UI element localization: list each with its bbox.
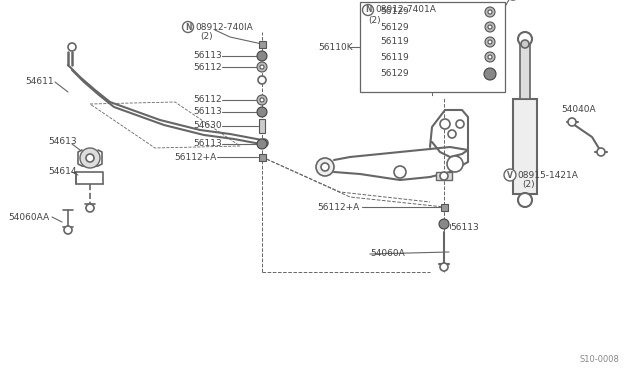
Bar <box>513 99 537 194</box>
Text: 54060AA: 54060AA <box>8 212 49 221</box>
Text: 54060A: 54060A <box>370 250 404 259</box>
Text: (2): (2) <box>368 16 381 25</box>
Text: 56113: 56113 <box>193 51 222 61</box>
Bar <box>360 2 505 92</box>
Text: 56113: 56113 <box>193 108 222 116</box>
Text: 56129: 56129 <box>380 7 408 16</box>
Circle shape <box>488 25 492 29</box>
Bar <box>520 44 530 99</box>
Circle shape <box>447 156 463 172</box>
Circle shape <box>362 4 374 16</box>
Circle shape <box>504 169 516 181</box>
Text: 54611: 54611 <box>25 77 54 87</box>
Circle shape <box>456 120 464 128</box>
Circle shape <box>260 139 268 147</box>
Text: 56113: 56113 <box>193 140 222 148</box>
Text: 54613: 54613 <box>48 138 77 147</box>
Text: (2): (2) <box>200 32 212 41</box>
Circle shape <box>86 154 94 162</box>
Bar <box>259 154 266 160</box>
Circle shape <box>68 43 76 51</box>
Circle shape <box>488 10 492 14</box>
Bar <box>436 172 452 180</box>
Circle shape <box>260 65 264 69</box>
Text: 56110K: 56110K <box>318 42 353 51</box>
Circle shape <box>448 130 456 138</box>
Circle shape <box>521 40 529 48</box>
Text: N: N <box>365 6 371 15</box>
Circle shape <box>257 51 267 61</box>
Circle shape <box>316 158 334 176</box>
Text: 56129: 56129 <box>380 70 408 78</box>
Circle shape <box>394 166 406 178</box>
Text: 56112: 56112 <box>193 62 222 71</box>
Text: 56112+A: 56112+A <box>317 202 360 212</box>
Circle shape <box>321 163 329 171</box>
Circle shape <box>440 119 450 129</box>
Text: N: N <box>185 22 191 32</box>
Circle shape <box>182 22 193 32</box>
Circle shape <box>64 226 72 234</box>
Circle shape <box>80 148 100 168</box>
Text: 54040A: 54040A <box>561 106 596 115</box>
Circle shape <box>257 95 267 105</box>
Circle shape <box>518 32 532 46</box>
Circle shape <box>257 139 267 149</box>
Circle shape <box>440 263 448 271</box>
Circle shape <box>485 37 495 47</box>
Circle shape <box>485 22 495 32</box>
Text: 54614: 54614 <box>48 167 77 176</box>
Text: 56112: 56112 <box>193 96 222 105</box>
Text: 54630: 54630 <box>193 122 222 131</box>
Circle shape <box>484 68 496 80</box>
Text: V: V <box>507 170 513 180</box>
Text: 56129: 56129 <box>380 22 408 32</box>
Circle shape <box>257 62 267 72</box>
Circle shape <box>86 204 94 212</box>
Bar <box>259 41 266 48</box>
Circle shape <box>440 172 448 180</box>
Circle shape <box>439 219 449 229</box>
Text: 56119: 56119 <box>380 52 409 61</box>
Text: 56119: 56119 <box>380 38 409 46</box>
Bar <box>440 203 447 211</box>
Text: 56113: 56113 <box>450 224 479 232</box>
Bar <box>259 119 265 133</box>
Text: 56112+A: 56112+A <box>175 153 217 161</box>
Circle shape <box>485 52 495 62</box>
Text: 08912-7401A: 08912-7401A <box>375 6 436 15</box>
Circle shape <box>260 98 264 102</box>
Circle shape <box>258 76 266 84</box>
Circle shape <box>488 40 492 44</box>
Text: S10-0008: S10-0008 <box>580 356 620 365</box>
Circle shape <box>257 107 267 117</box>
Text: (2): (2) <box>522 180 534 189</box>
Text: 08912-740lA: 08912-740lA <box>195 22 253 32</box>
Circle shape <box>488 55 492 59</box>
Text: 08915-1421A: 08915-1421A <box>517 170 578 180</box>
Circle shape <box>597 148 605 156</box>
Circle shape <box>518 193 532 207</box>
Circle shape <box>568 118 576 126</box>
Circle shape <box>485 7 495 17</box>
